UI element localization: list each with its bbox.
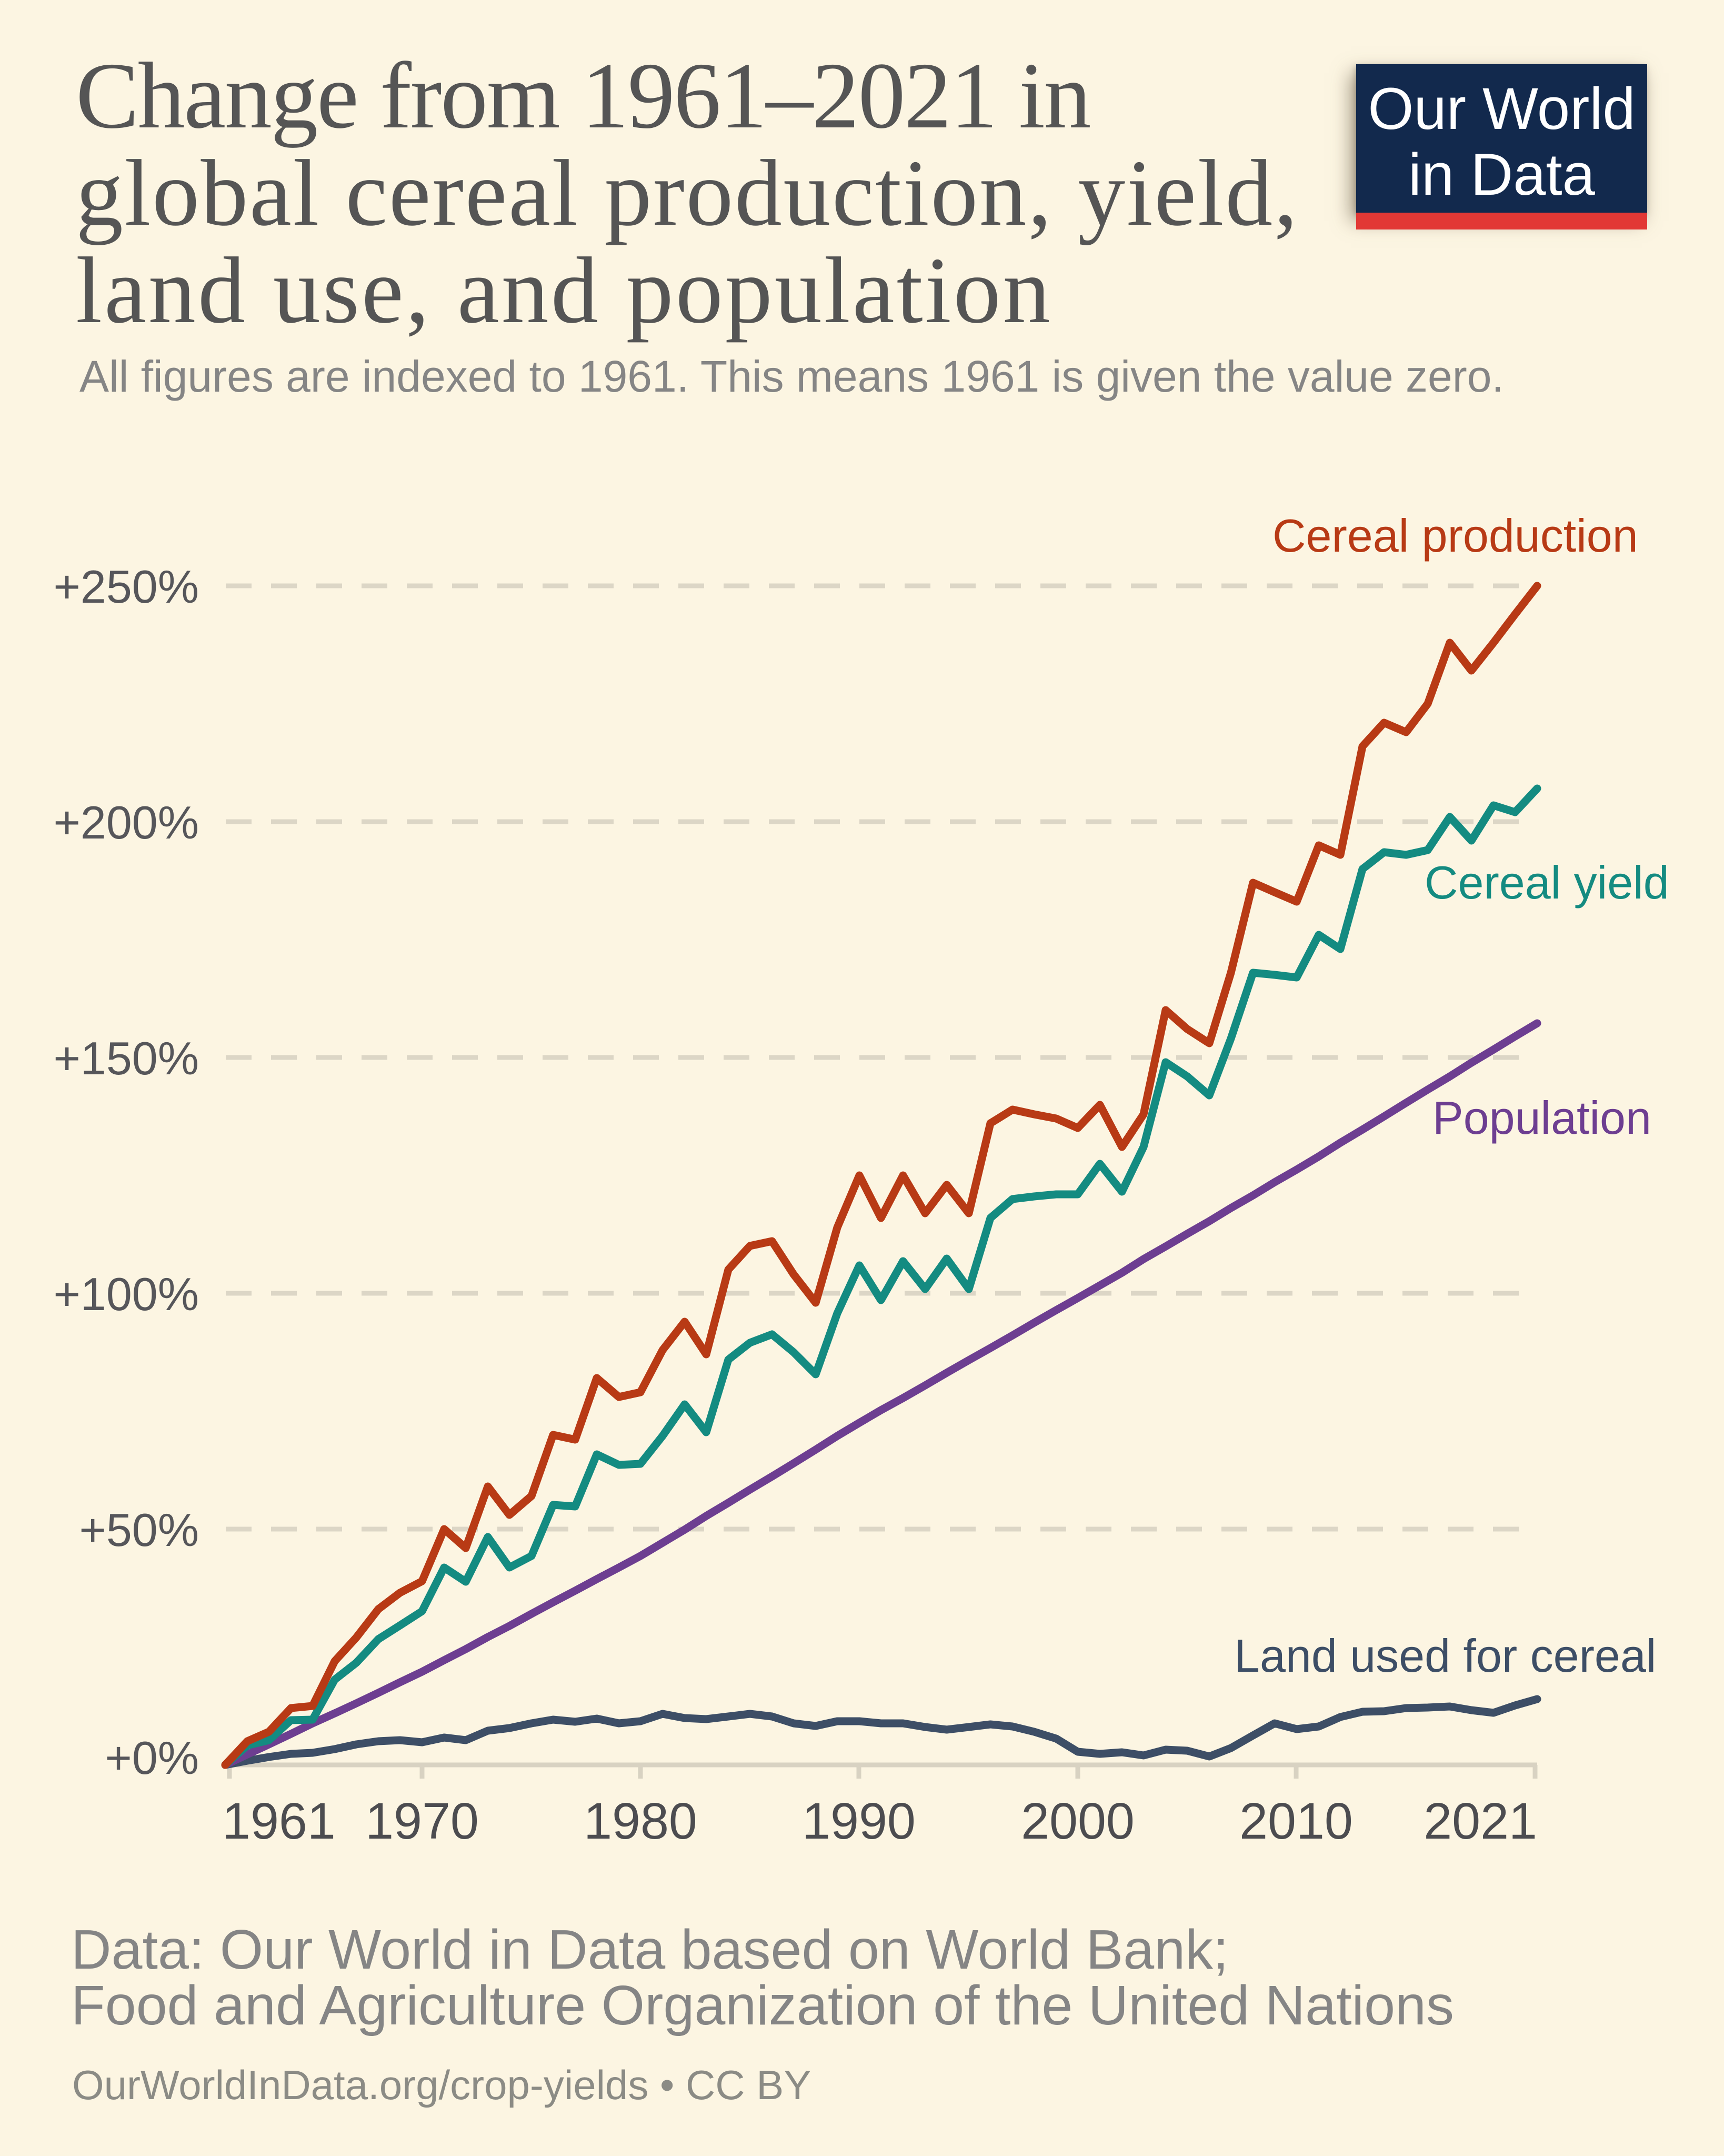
svg-text:+50%: +50% xyxy=(79,1504,199,1556)
svg-text:+150%: +150% xyxy=(54,1032,199,1084)
svg-text:1980: 1980 xyxy=(584,1792,697,1850)
svg-text:Cereal production: Cereal production xyxy=(1272,510,1638,562)
svg-text:+0%: +0% xyxy=(105,1732,199,1784)
svg-text:2021: 2021 xyxy=(1424,1792,1537,1850)
svg-text:1970: 1970 xyxy=(365,1792,479,1850)
svg-text:2000: 2000 xyxy=(1021,1792,1135,1850)
svg-text:Land used for cereal: Land used for cereal xyxy=(1234,1630,1656,1682)
svg-text:1990: 1990 xyxy=(802,1792,916,1850)
svg-text:1961: 1961 xyxy=(222,1792,336,1850)
svg-text:+200%: +200% xyxy=(54,796,199,849)
svg-text:+250%: +250% xyxy=(54,561,199,613)
svg-text:Cereal yield: Cereal yield xyxy=(1425,856,1669,909)
svg-text:Population: Population xyxy=(1432,1092,1651,1144)
svg-text:+100%: +100% xyxy=(54,1268,199,1320)
svg-text:2010: 2010 xyxy=(1239,1792,1353,1850)
